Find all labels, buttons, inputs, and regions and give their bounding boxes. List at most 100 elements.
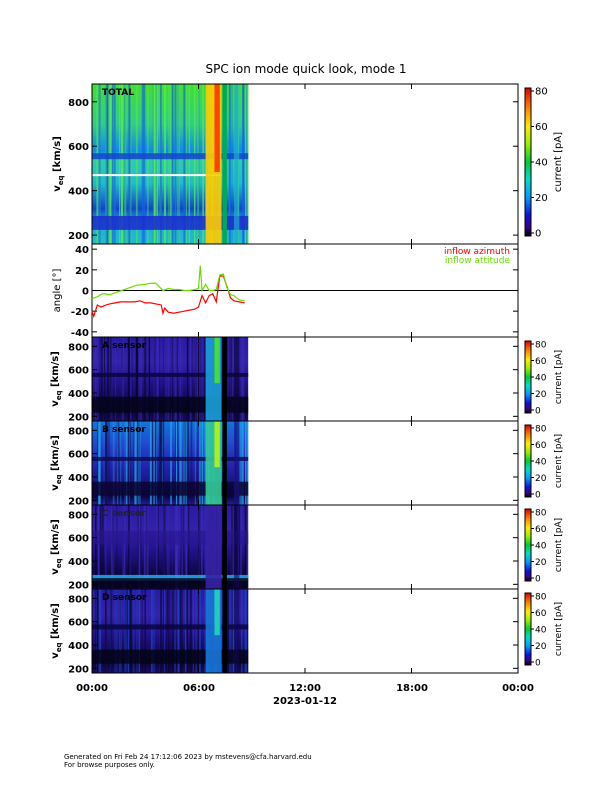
heatmap-streak [201, 421, 203, 505]
heatmap-streak [229, 337, 232, 421]
heatmap-streak [181, 505, 184, 589]
colorbar-label: current [pA] [553, 132, 564, 192]
heatmap-band [92, 456, 249, 461]
heatmap-streak [108, 421, 110, 505]
heatmap-streak [152, 84, 154, 244]
heatmap-streak [183, 421, 186, 505]
heatmap-streak [204, 589, 206, 673]
heatmap-streak [162, 589, 164, 673]
heatmap-streak [181, 589, 183, 673]
heatmap-streak [226, 589, 229, 673]
heatmap-streak [199, 337, 201, 421]
heatmap-streak [147, 84, 149, 244]
y-tick-label: 800 [68, 342, 89, 353]
y-tick-label: 400 [68, 389, 89, 400]
heatmap-streak [221, 589, 224, 673]
footer-generated: Generated on Fri Feb 24 17:12:06 2023 by… [64, 753, 312, 761]
heatmap-streak [121, 84, 124, 244]
heatmap-streak [194, 337, 196, 421]
colorbar-scale [524, 424, 532, 498]
heatmap-streak [153, 589, 156, 673]
colorbar: 0 20 40 60 80 current [pA] [524, 508, 564, 585]
heatmap-gap [234, 337, 240, 421]
heatmap-streak [183, 84, 186, 244]
heatmap-streak [130, 337, 133, 421]
heatmap-streak [192, 589, 194, 673]
colorbar-tick-label: 20 [535, 642, 547, 652]
heatmap-streak [128, 421, 129, 505]
heatmap-streak [229, 84, 231, 244]
heatmap-streak [156, 505, 158, 589]
heatmap-streak [168, 589, 171, 673]
heatmap-streak [175, 421, 177, 505]
heatmap-streak [241, 337, 243, 421]
heatmap-streak [228, 84, 231, 244]
heatmap-streak [239, 505, 241, 589]
heatmap-streak [110, 337, 112, 421]
heatmap-streak [143, 337, 147, 421]
panel-B: 200 400 600 800 B sensor [68, 420, 519, 507]
heatmap-streak [220, 337, 223, 421]
y-axis-label: veq [km/s] [50, 519, 63, 575]
y-axis-label: veq [km/s] [50, 519, 63, 575]
heatmap-streak [136, 589, 138, 673]
heatmap-streak [124, 589, 127, 673]
heatmap-streak [188, 84, 190, 244]
heatmap-gap [222, 84, 227, 244]
heatmap-streak [156, 337, 158, 421]
colorbar-tick-label: 40 [535, 626, 547, 636]
heatmap-streak [228, 84, 230, 244]
heatmap-streak [97, 84, 100, 244]
heatmap-streak [194, 84, 196, 244]
heatmap-streak [230, 337, 232, 421]
heatmap-streak [163, 337, 164, 421]
y-tick-label: 200 [68, 580, 89, 591]
heatmap-streak [239, 421, 241, 505]
heatmap-streak [149, 421, 152, 505]
colorbar-label-text: current [pA] [554, 350, 564, 404]
y-tick-label: 200 [68, 412, 89, 423]
heatmap-streak [182, 505, 184, 589]
heatmap-streak [124, 589, 126, 673]
heatmap-band [92, 574, 249, 581]
heatmap-streak [230, 337, 233, 421]
heatmap-streak [180, 421, 183, 505]
colorbar: 0 20 40 60 80 current [pA] [524, 424, 564, 501]
heatmap-streak [231, 84, 233, 244]
colorbar-label: current [pA] [554, 518, 564, 572]
heatmap-streak [184, 589, 187, 673]
heatmap-streak [159, 589, 161, 673]
heatmap-streak [246, 505, 249, 589]
heatmap-streak [154, 337, 156, 421]
heatmap-streak [128, 84, 131, 244]
heatmap-streak [189, 337, 192, 421]
heatmap-streak [140, 505, 142, 589]
heatmap-streak [114, 589, 116, 673]
heatmap-streak [178, 84, 180, 244]
colorbar-scale [524, 592, 532, 666]
heatmap-streak [178, 505, 181, 589]
heatmap-streak [95, 505, 97, 589]
colorbar-tick-label: 0 [535, 229, 541, 240]
heatmap-streak [202, 84, 204, 244]
heatmap-streak [177, 84, 178, 244]
heatmap-band [92, 578, 249, 589]
heatmap-streak [163, 421, 165, 505]
heatmap-band [92, 624, 249, 630]
heatmap-band [92, 372, 249, 377]
heatmap-streak [112, 84, 114, 244]
heatmap-streak [99, 589, 102, 673]
y-axis-label: veq [km/s] [50, 435, 63, 491]
heatmap-streak [241, 421, 244, 505]
heatmap-streak [198, 84, 200, 244]
colorbar: 0 20 40 60 80 current [pA] [524, 87, 564, 240]
y-axis-label: veq [km/s] [50, 435, 63, 491]
colorbar-tick-label: 40 [535, 158, 548, 169]
heatmap-streak [186, 589, 188, 673]
heatmap-streak [148, 337, 151, 421]
heatmap-streak [185, 505, 188, 589]
heatmap-streak [170, 337, 172, 421]
heatmap-streak [174, 84, 177, 244]
